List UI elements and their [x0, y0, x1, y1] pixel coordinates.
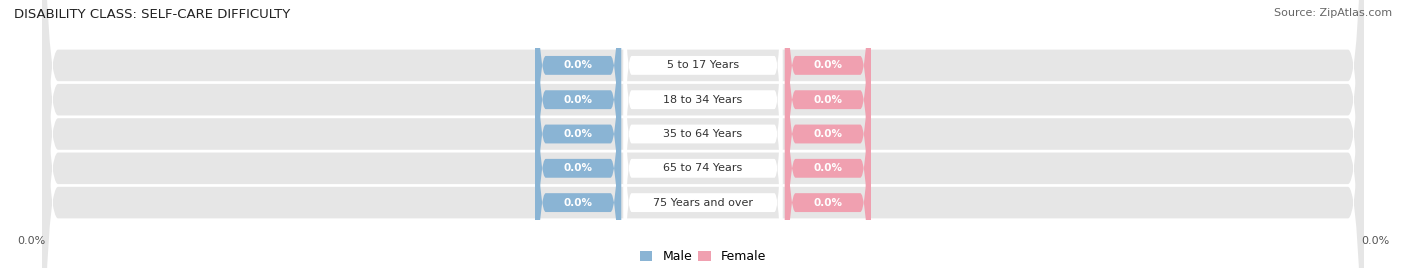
FancyBboxPatch shape: [624, 6, 782, 268]
Text: 0.0%: 0.0%: [564, 60, 592, 70]
FancyBboxPatch shape: [536, 0, 621, 268]
FancyBboxPatch shape: [785, 0, 870, 268]
Text: 0.0%: 0.0%: [814, 198, 842, 208]
Text: 0.0%: 0.0%: [564, 129, 592, 139]
Text: DISABILITY CLASS: SELF-CARE DIFFICULTY: DISABILITY CLASS: SELF-CARE DIFFICULTY: [14, 8, 290, 21]
FancyBboxPatch shape: [42, 0, 1364, 268]
Legend: Male, Female: Male, Female: [636, 245, 770, 268]
FancyBboxPatch shape: [536, 0, 621, 268]
FancyBboxPatch shape: [785, 0, 870, 268]
FancyBboxPatch shape: [785, 0, 870, 268]
Text: 0.0%: 0.0%: [564, 95, 592, 105]
FancyBboxPatch shape: [42, 0, 1364, 268]
Text: 18 to 34 Years: 18 to 34 Years: [664, 95, 742, 105]
Text: 5 to 17 Years: 5 to 17 Years: [666, 60, 740, 70]
Text: 0.0%: 0.0%: [814, 95, 842, 105]
Text: 65 to 74 Years: 65 to 74 Years: [664, 163, 742, 173]
FancyBboxPatch shape: [42, 0, 1364, 268]
FancyBboxPatch shape: [624, 0, 782, 268]
FancyBboxPatch shape: [785, 0, 870, 268]
FancyBboxPatch shape: [785, 0, 870, 268]
FancyBboxPatch shape: [42, 0, 1364, 268]
FancyBboxPatch shape: [624, 0, 782, 262]
Text: 35 to 64 Years: 35 to 64 Years: [664, 129, 742, 139]
FancyBboxPatch shape: [624, 0, 782, 268]
Text: 75 Years and over: 75 Years and over: [652, 198, 754, 208]
FancyBboxPatch shape: [536, 0, 621, 268]
FancyBboxPatch shape: [536, 0, 621, 268]
FancyBboxPatch shape: [624, 0, 782, 268]
Text: 0.0%: 0.0%: [814, 129, 842, 139]
Text: 0.0%: 0.0%: [564, 198, 592, 208]
Text: 0.0%: 0.0%: [564, 163, 592, 173]
Text: 0.0%: 0.0%: [1361, 236, 1389, 246]
FancyBboxPatch shape: [42, 0, 1364, 268]
Text: 0.0%: 0.0%: [814, 163, 842, 173]
Text: 0.0%: 0.0%: [814, 60, 842, 70]
Text: 0.0%: 0.0%: [17, 236, 45, 246]
FancyBboxPatch shape: [536, 0, 621, 268]
Text: Source: ZipAtlas.com: Source: ZipAtlas.com: [1274, 8, 1392, 18]
